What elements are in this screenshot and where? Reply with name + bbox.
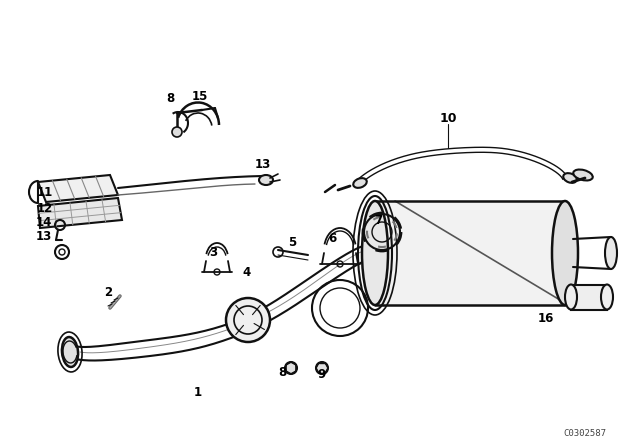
Ellipse shape xyxy=(62,337,78,367)
Ellipse shape xyxy=(573,169,593,181)
Ellipse shape xyxy=(563,173,577,183)
Text: 11: 11 xyxy=(37,185,53,198)
Text: 2: 2 xyxy=(104,285,112,298)
Text: 7: 7 xyxy=(374,214,382,227)
Text: 16: 16 xyxy=(538,311,554,324)
Ellipse shape xyxy=(362,201,388,305)
Text: 12: 12 xyxy=(37,202,53,215)
Circle shape xyxy=(226,298,270,342)
Polygon shape xyxy=(38,175,118,202)
Text: 4: 4 xyxy=(243,266,251,279)
Text: 9: 9 xyxy=(318,369,326,382)
Text: 10: 10 xyxy=(439,112,457,125)
Text: 6: 6 xyxy=(328,232,336,245)
Circle shape xyxy=(285,362,297,374)
Polygon shape xyxy=(38,198,122,228)
Text: 8: 8 xyxy=(166,92,174,105)
Ellipse shape xyxy=(601,284,613,310)
Text: 5: 5 xyxy=(288,236,296,249)
Text: 3: 3 xyxy=(209,246,217,258)
Circle shape xyxy=(316,362,328,374)
Ellipse shape xyxy=(552,201,578,305)
Text: 8: 8 xyxy=(278,366,286,379)
Text: C0302587: C0302587 xyxy=(563,428,607,438)
Text: 13: 13 xyxy=(36,229,52,242)
Text: 13: 13 xyxy=(255,159,271,172)
Ellipse shape xyxy=(259,175,273,185)
Polygon shape xyxy=(571,285,607,310)
Ellipse shape xyxy=(353,178,367,188)
FancyBboxPatch shape xyxy=(375,201,565,305)
Text: 1: 1 xyxy=(194,387,202,400)
Text: 15: 15 xyxy=(192,90,208,103)
Text: 14: 14 xyxy=(36,215,52,228)
Ellipse shape xyxy=(565,284,577,310)
Circle shape xyxy=(172,127,182,137)
Ellipse shape xyxy=(605,237,617,269)
